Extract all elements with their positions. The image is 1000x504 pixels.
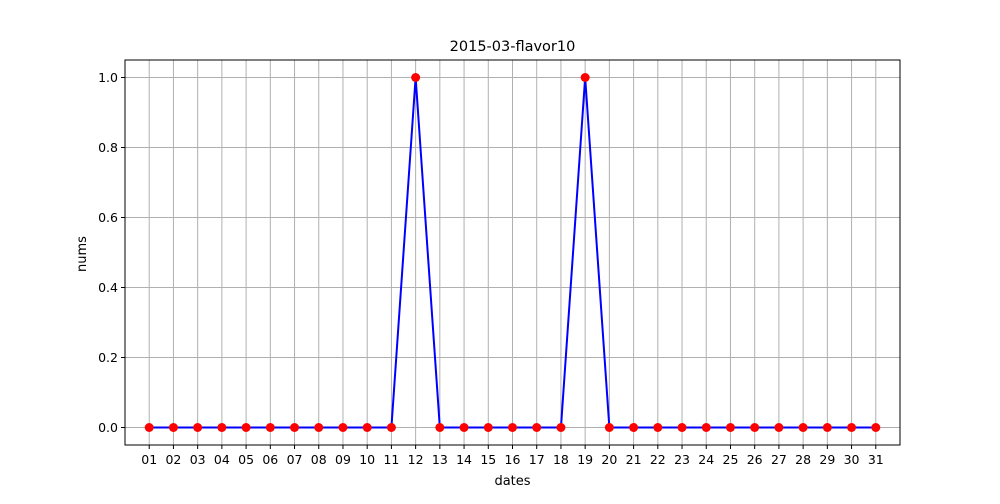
x-tick-label: 10	[359, 452, 375, 467]
data-point-marker	[241, 423, 251, 432]
x-tick-label: 17	[529, 452, 545, 467]
x-tick-label: 27	[771, 452, 787, 467]
x-tick-label: 23	[674, 452, 690, 467]
data-point-marker	[725, 423, 735, 432]
data-point-marker	[362, 423, 372, 432]
data-point-marker	[532, 423, 542, 432]
data-point-marker	[338, 423, 348, 432]
x-tick-label: 12	[408, 452, 424, 467]
data-point-marker	[411, 73, 421, 82]
y-axis-ticks: 0.0 0.2 0.4 0.6 0.8 1.0	[98, 70, 125, 435]
series-layer	[144, 73, 881, 432]
x-tick-label: 07	[287, 452, 303, 467]
y-tick-label: 0.8	[98, 140, 118, 155]
data-point-marker	[144, 423, 154, 432]
data-point-marker	[217, 423, 227, 432]
data-point-marker	[314, 423, 324, 432]
data-point-marker	[435, 423, 445, 432]
data-point-marker	[290, 423, 300, 432]
x-tick-label: 05	[238, 452, 254, 467]
x-tick-label: 24	[698, 452, 714, 467]
y-tick-label: 1.0	[98, 70, 118, 85]
x-tick-label: 09	[335, 452, 351, 467]
data-point-marker	[604, 423, 614, 432]
data-point-marker	[750, 423, 760, 432]
chart-title: 2015-03-flavor10	[450, 39, 576, 55]
data-point-marker	[677, 423, 687, 432]
data-point-marker	[871, 423, 881, 432]
x-tick-label: 22	[650, 452, 666, 467]
x-tick-label: 02	[165, 452, 181, 467]
data-point-marker	[629, 423, 639, 432]
x-tick-label: 20	[601, 452, 617, 467]
x-tick-label: 14	[456, 452, 472, 467]
x-tick-label: 26	[747, 452, 763, 467]
x-tick-label: 15	[480, 452, 496, 467]
data-point-marker	[701, 423, 711, 432]
x-tick-label: 30	[844, 452, 860, 467]
data-point-marker	[798, 423, 808, 432]
x-tick-label: 11	[383, 452, 399, 467]
x-axis-ticks: 01 02 03 04 05 06 07 08 09 10 11 12 13 14 15 16 17 18 19 20…	[141, 445, 884, 467]
data-point-marker	[580, 73, 590, 82]
y-tick-label: 0.0	[98, 420, 118, 435]
y-tick-label: 0.2	[98, 350, 118, 365]
data-point-marker	[653, 423, 663, 432]
x-tick-label: 21	[626, 452, 642, 467]
x-tick-label: 03	[190, 452, 206, 467]
x-tick-label: 04	[214, 452, 230, 467]
x-tick-label: 28	[795, 452, 811, 467]
data-point-marker	[556, 423, 566, 432]
x-tick-label: 29	[819, 452, 835, 467]
data-point-marker	[193, 423, 203, 432]
x-tick-label: 18	[553, 452, 569, 467]
x-tick-label: 13	[432, 452, 448, 467]
y-axis-label: nums	[75, 236, 90, 272]
y-tick-label: 0.6	[98, 210, 118, 225]
x-tick-label: 25	[723, 452, 739, 467]
data-point-marker	[386, 423, 396, 432]
data-point-marker	[822, 423, 832, 432]
data-point-marker	[265, 423, 275, 432]
x-tick-label: 16	[505, 452, 521, 467]
data-point-marker	[168, 423, 178, 432]
x-tick-label: 06	[262, 452, 278, 467]
grid-lines	[125, 60, 900, 445]
data-point-marker	[508, 423, 517, 432]
x-tick-label: 08	[311, 452, 327, 467]
x-tick-label: 01	[141, 452, 157, 467]
data-point-marker	[774, 423, 784, 432]
x-tick-label: 31	[868, 452, 884, 467]
x-tick-label: 19	[577, 452, 593, 467]
data-point-marker	[459, 423, 469, 432]
y-tick-label: 0.4	[98, 280, 118, 295]
data-point-marker	[483, 423, 493, 432]
data-point-marker	[847, 423, 857, 432]
x-axis-label: dates	[494, 474, 530, 489]
